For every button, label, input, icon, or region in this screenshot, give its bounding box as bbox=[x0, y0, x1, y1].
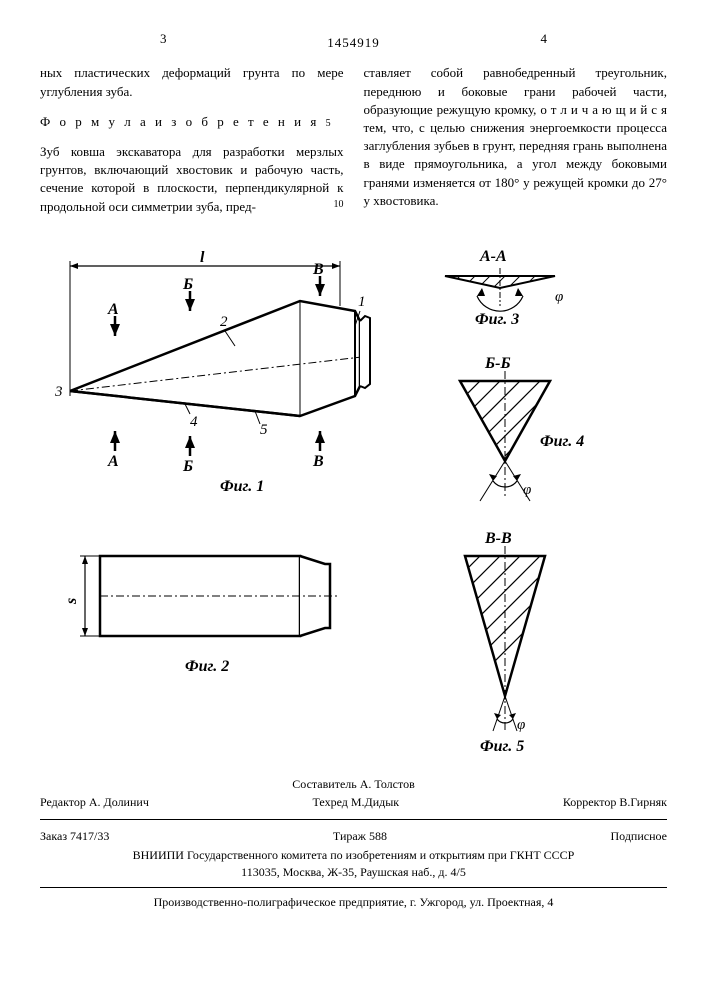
figures-area: l А А Б Б В bbox=[40, 236, 667, 756]
svg-text:Фиг. 5: Фиг. 5 bbox=[480, 738, 524, 755]
print: Производственно-полиграфическое предприя… bbox=[40, 894, 667, 911]
svg-text:Фиг. 4: Фиг. 4 bbox=[540, 433, 584, 450]
fig1: l А А Б Б В bbox=[54, 249, 370, 495]
svg-text:Фиг. 2: Фиг. 2 bbox=[185, 658, 229, 675]
tehred: Техред М.Дидык bbox=[313, 794, 400, 811]
svg-text:l: l bbox=[200, 249, 205, 266]
svg-text:В: В bbox=[312, 261, 324, 278]
fig5: В-В φ Фиг. 5 bbox=[445, 530, 605, 755]
svg-text:φ: φ bbox=[523, 482, 531, 498]
svg-text:А-А: А-А bbox=[479, 248, 507, 265]
doc-number: 1454919 bbox=[40, 34, 667, 52]
compiler: Составитель А. Толстов bbox=[40, 776, 667, 793]
svg-text:А: А bbox=[107, 301, 119, 318]
svg-text:Фиг. 1: Фиг. 1 bbox=[220, 478, 264, 495]
fig2: s Фиг. 2 bbox=[63, 556, 340, 675]
col1-p1: ных пластических деформаций грунта по ме… bbox=[40, 64, 344, 100]
svg-text:φ: φ bbox=[517, 717, 525, 733]
figures-svg: l А А Б Б В bbox=[40, 236, 667, 756]
svg-text:s: s bbox=[63, 597, 80, 604]
svg-text:А: А bbox=[107, 453, 119, 470]
page-left: 3 bbox=[160, 30, 167, 48]
svg-text:В-В: В-В bbox=[484, 530, 512, 547]
corrector: Корректор В.Гирняк bbox=[563, 794, 667, 811]
svg-text:Б: Б bbox=[182, 458, 193, 475]
fig4: Б-Б φ Фиг. 4 bbox=[445, 355, 584, 501]
text-columns: ных пластических деформаций грунта по ме… bbox=[40, 64, 667, 215]
column-right: ставляет собой равнобедренный треугольни… bbox=[364, 64, 668, 215]
svg-text:2: 2 bbox=[220, 314, 228, 330]
svg-text:5: 5 bbox=[260, 422, 268, 438]
svg-text:1: 1 bbox=[358, 294, 366, 310]
column-left: ных пластических деформаций грунта по ме… bbox=[40, 64, 344, 215]
org: ВНИИПИ Государственного комитета по изоб… bbox=[40, 847, 667, 864]
svg-text:В: В bbox=[312, 453, 324, 470]
svg-text:Б-Б: Б-Б bbox=[484, 355, 511, 372]
svg-text:Фиг. 3: Фиг. 3 bbox=[475, 311, 519, 328]
order: Заказ 7417/33 bbox=[40, 828, 109, 845]
podpis: Подписное bbox=[611, 828, 668, 845]
page-right: 4 bbox=[541, 30, 548, 48]
footer: Составитель А. Толстов Редактор А. Долин… bbox=[40, 776, 667, 911]
addr: 113035, Москва, Ж-35, Раушская наб., д. … bbox=[40, 864, 667, 881]
col2-p1: ставляет собой равнобедренный треугольни… bbox=[364, 64, 668, 210]
editor: Редактор А. Долинич bbox=[40, 794, 149, 811]
col1-p2: Зуб ковша экскаватора для разработки мер… bbox=[40, 143, 344, 216]
svg-text:Б: Б bbox=[182, 276, 193, 293]
svg-text:φ: φ bbox=[555, 289, 563, 305]
svg-text:4: 4 bbox=[190, 414, 198, 430]
formula-title: Ф о р м у л а и з о б р е т е н и я 5 bbox=[40, 113, 344, 131]
svg-text:3: 3 bbox=[54, 384, 63, 400]
footer-credits: Редактор А. Долинич Техред М.Дидык Корре… bbox=[40, 792, 667, 813]
footer-order: Заказ 7417/33 Тираж 588 Подписное bbox=[40, 826, 667, 847]
tirazh: Тираж 588 bbox=[333, 828, 387, 845]
fig3: А-А φ Фиг. 3 bbox=[445, 248, 563, 328]
